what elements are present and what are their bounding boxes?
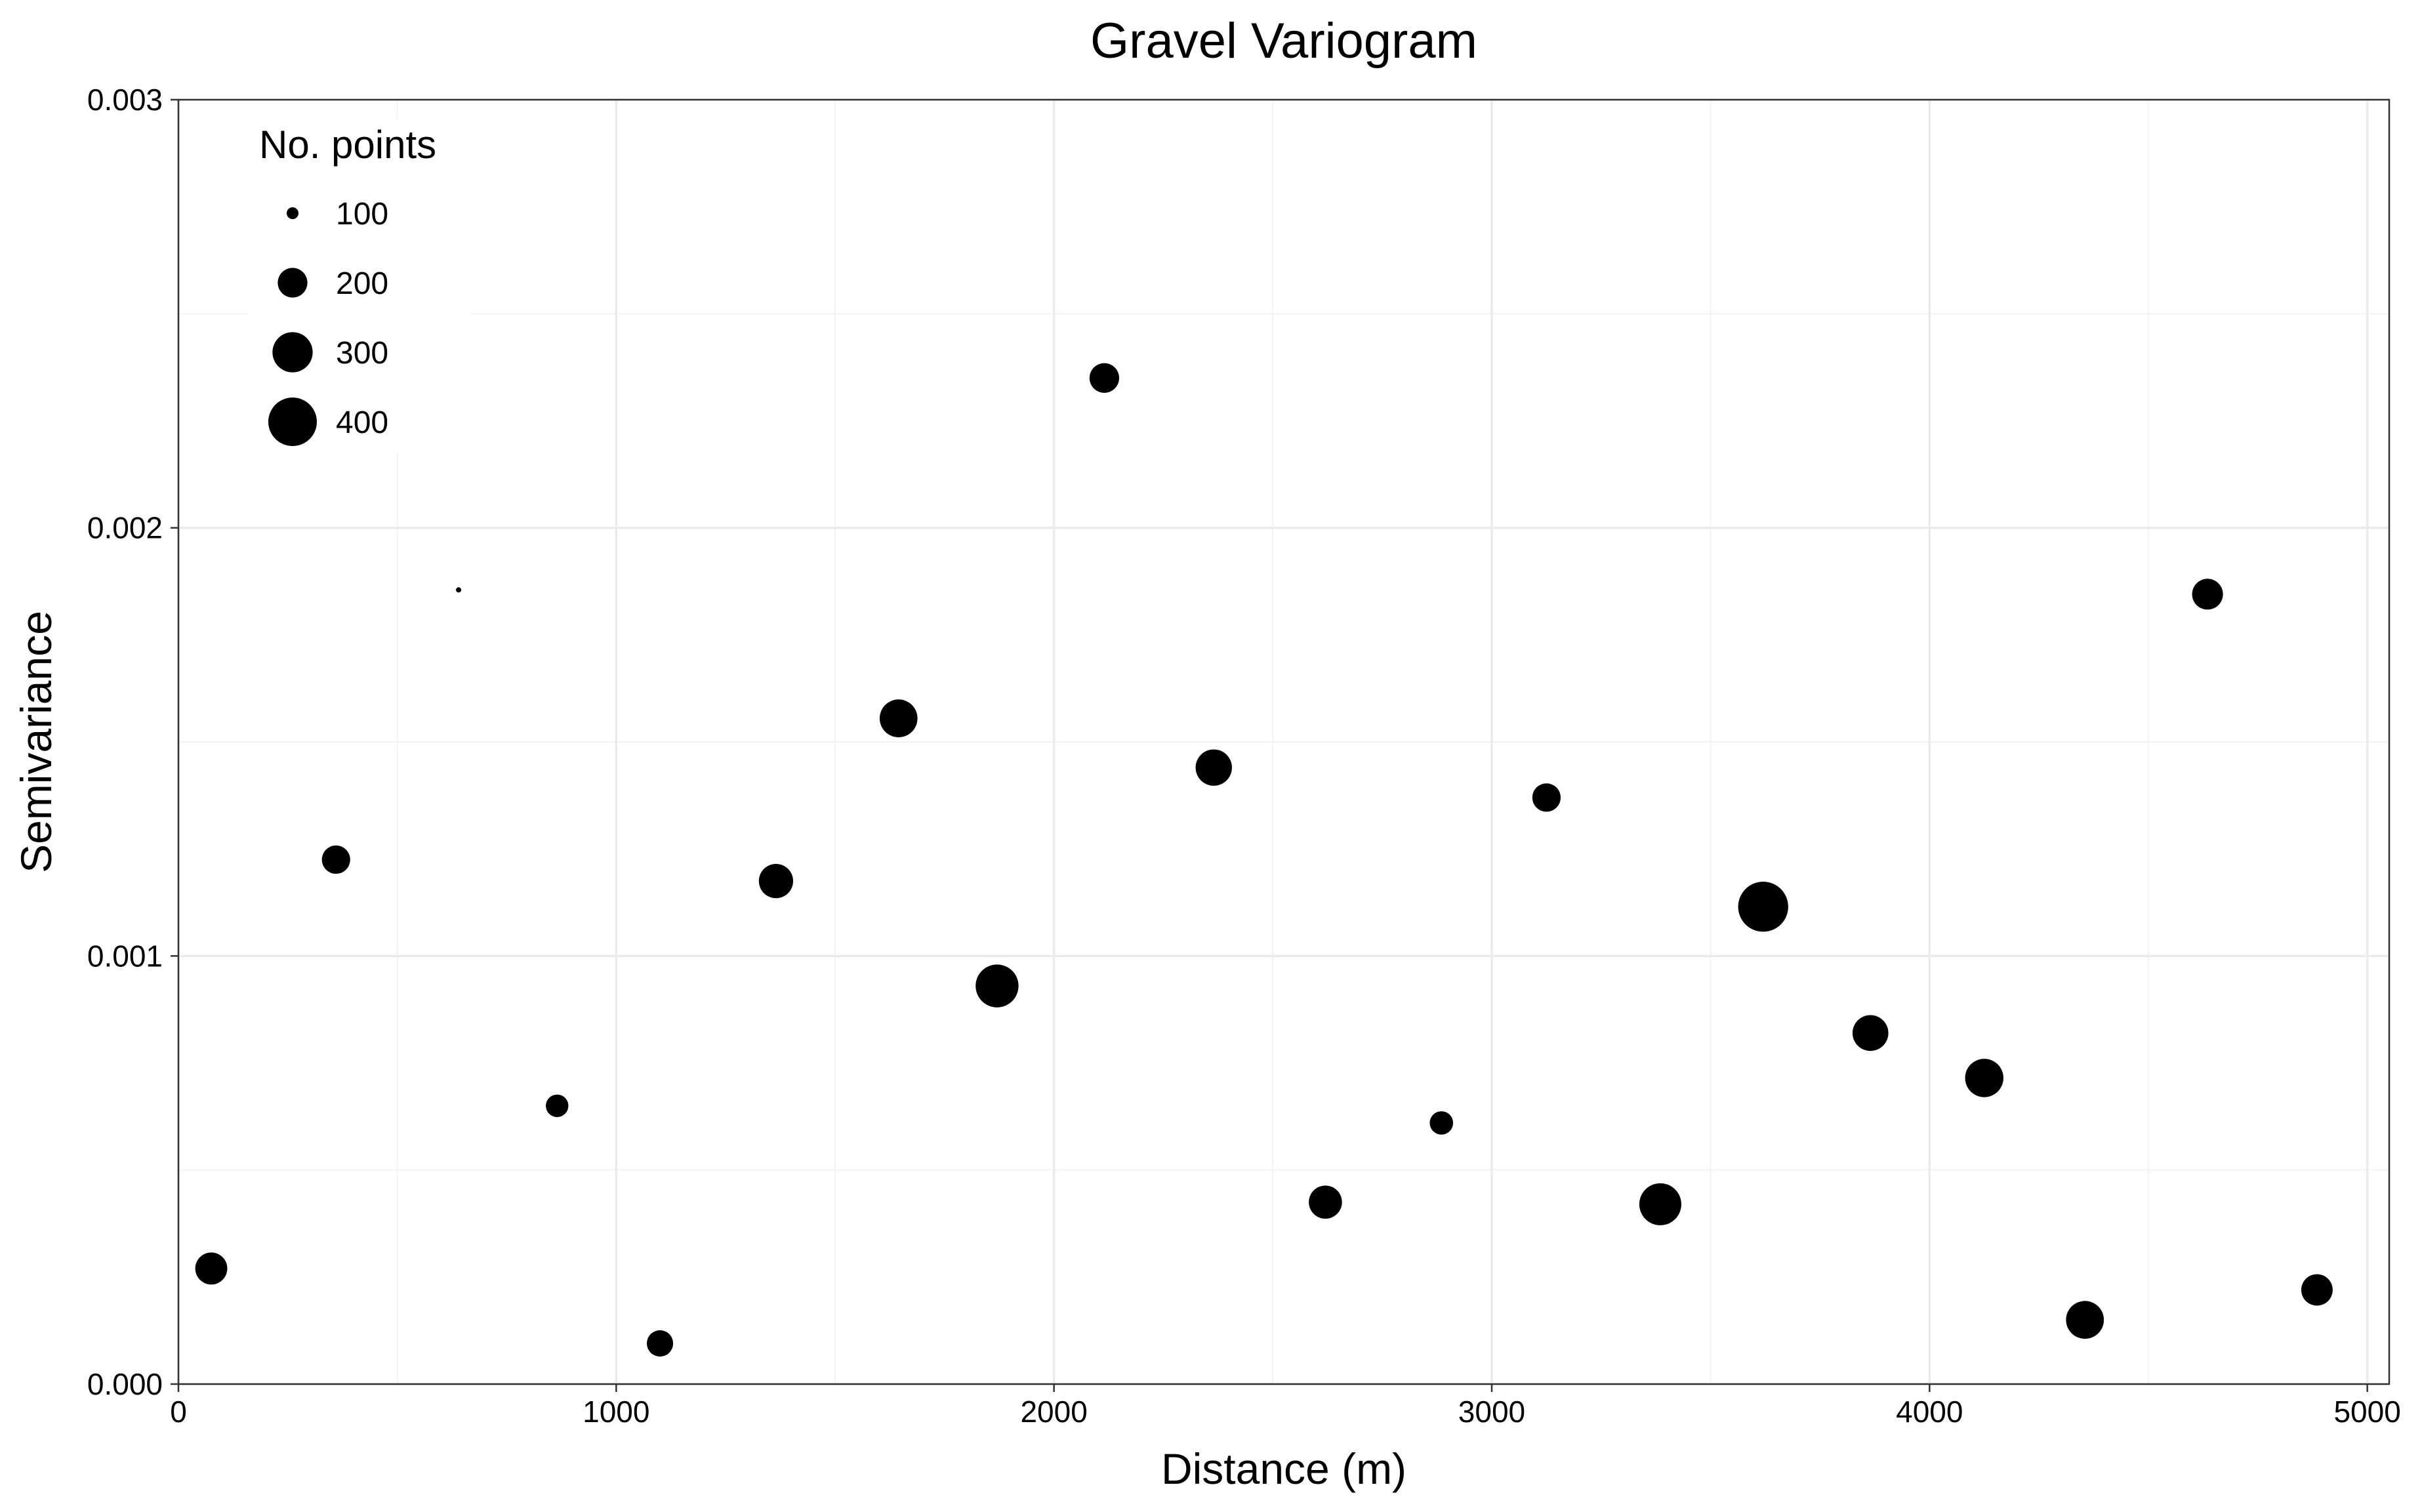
y-tick-label: 0.002 (87, 511, 163, 545)
chart-title: Gravel Variogram (1090, 13, 1477, 69)
legend-key (272, 332, 313, 373)
data-point (195, 1252, 228, 1285)
plot-panel-border (177, 98, 2391, 1385)
y-tick-label: 0.003 (87, 83, 163, 117)
y-tick-label: 0.001 (87, 939, 163, 973)
data-point (1852, 1015, 1889, 1052)
x-tick-label: 2000 (1020, 1395, 1087, 1429)
y-axis-label: Semivariance (12, 611, 60, 873)
axis-ticks: 0 1000 2000 3000 4000 5000 0.000 0.001 0.002 0.00… (87, 83, 2401, 1429)
legend-label: 400 (336, 405, 388, 440)
x-tick-label: 5000 (2333, 1395, 2400, 1429)
data-point (2066, 1301, 2104, 1339)
data-point (758, 864, 794, 899)
data-point (1309, 1185, 1342, 1219)
data-point (879, 699, 918, 737)
data-point (1089, 363, 1119, 393)
legend-label: 100 (336, 197, 388, 232)
x-tick-label: 4000 (1896, 1395, 1963, 1429)
y-tick-label: 0.000 (87, 1367, 163, 1401)
data-point (1965, 1059, 2003, 1097)
x-tick-label: 0 (170, 1395, 187, 1429)
legend-label: 300 (336, 336, 388, 371)
data-point (1532, 783, 1561, 812)
grid-layer (177, 98, 2389, 1385)
data-point (321, 845, 350, 874)
legend-label: 200 (336, 266, 388, 301)
data-point (456, 587, 462, 593)
data-point (1738, 882, 1788, 932)
data-point (1639, 1183, 1681, 1225)
legend-key (287, 207, 298, 219)
legend-key (277, 268, 308, 298)
data-point (1195, 749, 1232, 786)
x-axis-label: Distance (m) (1161, 1444, 1406, 1493)
data-point (646, 1330, 674, 1357)
x-tick-label: 1000 (583, 1395, 649, 1429)
data-point (2301, 1274, 2333, 1306)
x-tick-label: 3000 (1458, 1395, 1525, 1429)
legend: No. points 100 200 300 400 (248, 119, 471, 454)
data-points (195, 363, 2333, 1357)
legend-key (268, 398, 317, 446)
data-point (975, 964, 1019, 1008)
data-point (2192, 579, 2223, 610)
legend-title: No. points (259, 123, 436, 167)
data-point (1429, 1111, 1454, 1135)
data-point (546, 1094, 569, 1117)
